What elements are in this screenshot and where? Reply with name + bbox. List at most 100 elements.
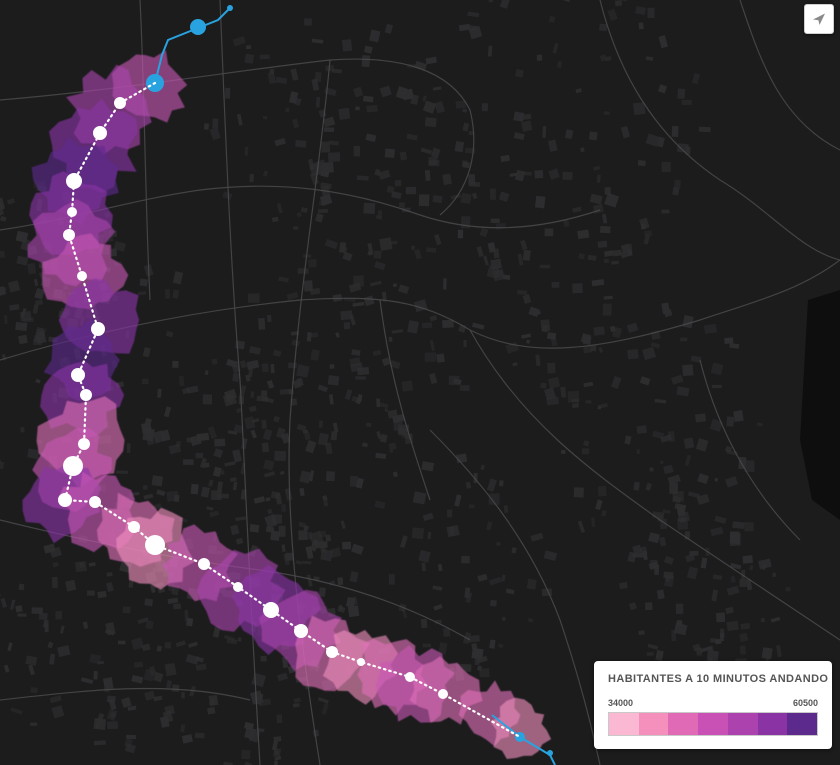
city-block bbox=[455, 100, 467, 109]
city-block bbox=[226, 358, 239, 368]
city-block bbox=[297, 268, 309, 274]
city-block bbox=[317, 384, 328, 393]
city-block bbox=[422, 100, 437, 114]
city-block bbox=[226, 638, 238, 645]
city-block bbox=[351, 543, 364, 555]
city-block bbox=[418, 194, 430, 207]
city-block bbox=[366, 422, 372, 427]
city-block bbox=[241, 749, 251, 760]
city-block bbox=[163, 406, 172, 418]
city-block bbox=[338, 604, 344, 611]
city-block bbox=[244, 727, 257, 740]
city-block bbox=[331, 68, 342, 74]
city-block bbox=[295, 560, 303, 565]
city-block bbox=[329, 547, 342, 559]
city-block bbox=[611, 260, 619, 265]
metro-line-layer bbox=[146, 5, 556, 765]
city-block bbox=[204, 370, 209, 375]
city-block bbox=[392, 471, 399, 478]
city-block bbox=[526, 578, 537, 590]
city-block bbox=[697, 473, 709, 485]
city-block bbox=[663, 464, 674, 474]
city-block bbox=[141, 422, 153, 435]
city-block bbox=[232, 35, 246, 47]
city-block bbox=[696, 493, 710, 505]
city-block bbox=[337, 577, 344, 586]
city-block bbox=[714, 515, 727, 524]
city-block bbox=[604, 250, 614, 257]
city-block bbox=[726, 620, 739, 631]
city-block bbox=[52, 561, 59, 568]
city-block bbox=[700, 557, 708, 569]
city-block bbox=[172, 289, 180, 299]
city-block bbox=[220, 470, 225, 475]
city-block bbox=[232, 481, 238, 491]
city-block bbox=[765, 650, 770, 662]
city-block bbox=[302, 429, 309, 434]
city-block bbox=[471, 192, 478, 200]
city-block bbox=[772, 572, 777, 578]
city-block bbox=[603, 111, 610, 116]
city-block bbox=[589, 193, 603, 205]
city-block bbox=[729, 343, 740, 349]
dark-park-area bbox=[800, 290, 840, 520]
city-block bbox=[188, 641, 198, 648]
city-block bbox=[289, 91, 299, 104]
city-block bbox=[489, 188, 497, 200]
city-block bbox=[530, 532, 544, 542]
city-block bbox=[711, 384, 722, 388]
city-block bbox=[373, 250, 382, 259]
city-block bbox=[249, 524, 260, 533]
city-block bbox=[429, 339, 436, 351]
city-block bbox=[262, 170, 269, 177]
city-block bbox=[446, 509, 453, 518]
city-block bbox=[557, 61, 562, 68]
city-block bbox=[454, 494, 462, 507]
city-block bbox=[325, 442, 333, 455]
city-block bbox=[264, 514, 278, 529]
city-block bbox=[462, 122, 470, 132]
city-block bbox=[672, 186, 680, 196]
city-block bbox=[607, 8, 618, 22]
city-block bbox=[65, 579, 77, 592]
city-block bbox=[236, 113, 243, 126]
city-block bbox=[27, 448, 40, 460]
city-block bbox=[521, 333, 532, 339]
city-block bbox=[401, 380, 414, 392]
city-block bbox=[459, 385, 470, 391]
city-block bbox=[540, 382, 547, 389]
city-block bbox=[465, 481, 472, 489]
station-dot bbox=[93, 126, 107, 140]
city-block bbox=[251, 672, 266, 688]
metro-line bbox=[154, 7, 231, 84]
city-block bbox=[487, 45, 493, 57]
city-block bbox=[131, 674, 144, 684]
city-block bbox=[211, 490, 222, 501]
city-block bbox=[676, 620, 683, 626]
city-block bbox=[145, 620, 154, 630]
city-block bbox=[288, 362, 297, 369]
city-block bbox=[93, 670, 98, 680]
city-block bbox=[585, 400, 592, 404]
locate-button[interactable] bbox=[804, 4, 834, 34]
city-block bbox=[443, 278, 447, 290]
city-block bbox=[273, 736, 282, 742]
city-block bbox=[534, 311, 541, 315]
city-block bbox=[724, 337, 734, 345]
street bbox=[599, 0, 840, 261]
city-block bbox=[525, 339, 531, 344]
city-block bbox=[328, 140, 339, 146]
city-block bbox=[291, 339, 301, 347]
city-block bbox=[515, 69, 524, 78]
city-block bbox=[208, 694, 219, 706]
city-block bbox=[318, 109, 327, 118]
city-block bbox=[267, 314, 272, 323]
city-block bbox=[335, 332, 340, 338]
city-block bbox=[670, 374, 684, 385]
city-block bbox=[382, 291, 387, 302]
city-block bbox=[377, 210, 383, 217]
city-block bbox=[16, 255, 29, 266]
city-block bbox=[406, 133, 418, 141]
city-block bbox=[175, 640, 186, 648]
